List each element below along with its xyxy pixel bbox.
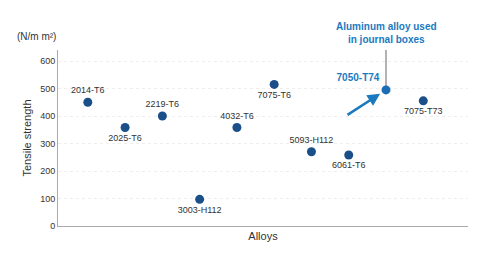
svg-text:200: 200 — [40, 166, 55, 176]
svg-text:2219-T6: 2219-T6 — [146, 99, 180, 109]
svg-text:7075-T73: 7075-T73 — [404, 106, 443, 116]
svg-text:600: 600 — [40, 56, 55, 66]
svg-text:100: 100 — [40, 194, 55, 204]
svg-text:0: 0 — [50, 221, 55, 231]
svg-text:3003-H112: 3003-H112 — [178, 205, 222, 215]
svg-text:7050-T74: 7050-T74 — [337, 72, 380, 83]
svg-text:Tensile strength: Tensile strength — [21, 99, 33, 176]
svg-text:2025-T6: 2025-T6 — [108, 133, 142, 143]
svg-text:4032-T6: 4032-T6 — [220, 111, 254, 121]
svg-text:(N/m m²): (N/m m²) — [17, 31, 56, 42]
svg-text:300: 300 — [40, 139, 55, 149]
svg-text:500: 500 — [40, 84, 55, 94]
svg-text:400: 400 — [40, 111, 55, 121]
svg-text:2014-T6: 2014-T6 — [71, 85, 105, 95]
svg-text:7075-T6: 7075-T6 — [257, 90, 291, 100]
svg-text:6061-T6: 6061-T6 — [332, 160, 366, 170]
svg-text:5093-H112: 5093-H112 — [290, 135, 334, 145]
svg-text:Aluminum alloy usedin journal: Aluminum alloy usedin journal boxes — [336, 21, 437, 45]
svg-text:Alloys: Alloys — [248, 230, 278, 242]
